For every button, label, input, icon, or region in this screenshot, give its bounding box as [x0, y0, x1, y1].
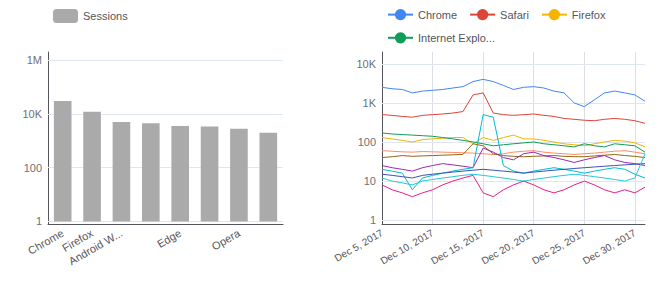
- svg-text:Dec 20, 2017: Dec 20, 2017: [480, 227, 537, 266]
- svg-text:100: 100: [24, 162, 42, 174]
- svg-text:1M: 1M: [27, 54, 42, 66]
- svg-text:Internet Explo...: Internet Explo...: [418, 32, 495, 44]
- svg-text:100: 100: [358, 136, 376, 148]
- svg-text:Firefox: Firefox: [60, 226, 96, 254]
- svg-text:Safari: Safari: [500, 9, 529, 21]
- svg-text:Android W...: Android W...: [67, 227, 125, 267]
- svg-text:Edge: Edge: [155, 227, 183, 250]
- svg-text:Chrome: Chrome: [26, 227, 66, 257]
- svg-text:Dec 15, 2017: Dec 15, 2017: [429, 227, 486, 266]
- svg-text:Dec 25, 2017: Dec 25, 2017: [530, 227, 587, 266]
- svg-text:10K: 10K: [22, 108, 42, 120]
- svg-text:Dec 30, 2017: Dec 30, 2017: [581, 227, 638, 266]
- svg-text:Chrome: Chrome: [418, 9, 457, 21]
- svg-text:1: 1: [36, 215, 42, 227]
- svg-text:Sessions: Sessions: [83, 10, 128, 22]
- svg-text:1: 1: [370, 214, 376, 226]
- svg-text:1K: 1K: [363, 97, 377, 109]
- svg-text:Dec 10, 2017: Dec 10, 2017: [378, 227, 435, 266]
- svg-text:Dec 5, 2017: Dec 5, 2017: [333, 227, 386, 264]
- svg-text:10K: 10K: [356, 58, 376, 70]
- svg-text:Firefox: Firefox: [572, 9, 606, 21]
- svg-text:Opera: Opera: [209, 226, 242, 252]
- svg-text:10: 10: [364, 175, 376, 187]
